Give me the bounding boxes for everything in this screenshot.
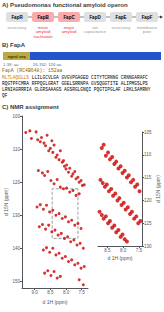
svg-text:FapF: FapF (142, 15, 153, 20)
svg-text:major: major (63, 24, 75, 30)
svg-text:amyloid: amyloid (62, 29, 77, 34)
svg-text:120: 120 (12, 180, 20, 185)
svg-text:minor: minor (37, 24, 49, 30)
svg-text:120: 120 (144, 198, 152, 203)
svg-text:nucleation: nucleation (33, 34, 53, 39)
svg-text:accessory: accessory (8, 25, 28, 30)
svg-text:pore: pore (143, 29, 152, 34)
svg-text:B) FapA: B) FapA (2, 42, 26, 48)
svg-text:1-38: aa: 1-38: aa (3, 62, 19, 67)
svg-text:7.5: 7.5 (136, 248, 143, 253)
svg-text:130: 130 (12, 213, 20, 218)
svg-text:QF: QF (2, 93, 8, 98)
svg-text:26-152: 126 aa: 26-152: 126 aa (33, 62, 62, 67)
svg-text:d 15N (ppm): d 15N (ppm) (155, 175, 161, 203)
svg-text:C) NMR assignment: C) NMR assignment (2, 104, 59, 110)
svg-text:150: 150 (12, 279, 20, 284)
svg-text:d 1H (ppm): d 1H (ppm) (42, 299, 67, 305)
svg-text:membrane: membrane (137, 24, 157, 30)
svg-text:110: 110 (13, 147, 21, 152)
svg-text:FapA (RC4B648): 152aa: FapA (RC4B648): 152aa (2, 68, 63, 73)
svg-text:accessory: accessory (112, 25, 132, 30)
svg-text:FapC: FapC (63, 15, 75, 20)
svg-text:7.5: 7.5 (79, 290, 86, 295)
svg-text:8.5: 8.5 (104, 248, 111, 253)
svg-text:FapB: FapB (37, 15, 49, 20)
svg-text:ion: ion (92, 24, 98, 30)
svg-text:125: 125 (144, 221, 152, 226)
svg-text:110: 110 (144, 152, 152, 157)
svg-text:RQGTPFCMRA RFPQGLGRAT GGELSRRN: RQGTPFCMRA RFPQGLGRAT GGELSRRNPA GVSQGGT… (2, 81, 148, 86)
svg-text:8.0: 8.0 (63, 290, 70, 295)
svg-text:capacitance: capacitance (84, 29, 107, 34)
svg-text:105: 105 (144, 130, 152, 135)
svg-text:130: 130 (144, 244, 152, 249)
svg-text:LLILGCVLGA GVGVPGAGED CITYTCRN: LLILGCVLGA GVGVPGAGED CITYTCRNNG CRNNGAR… (29, 75, 148, 80)
svg-text:FapR: FapR (11, 15, 23, 20)
svg-text:LRNIAGRRRIA GLGRSAAAGS AGSRGLG: LRNIAGRRRIA GLGRSAAAGS AGSRGLGNQI PQGTIP… (2, 87, 151, 92)
svg-text:MLTLAQGLLS: MLTLAQGLLS (2, 75, 29, 80)
svg-text:FapD: FapD (89, 15, 101, 20)
svg-text:d 1H (ppm): d 1H (ppm) (107, 255, 132, 261)
svg-text:d 15N (ppm): d 15N (ppm) (3, 188, 9, 216)
svg-text:8.5: 8.5 (47, 290, 54, 295)
svg-text:8.0: 8.0 (120, 248, 127, 253)
svg-text:100: 100 (12, 114, 20, 119)
svg-text:A) Pseudomonas functional amyl: A) Pseudomonas functional amyloid operon (2, 2, 128, 8)
svg-text:140: 140 (12, 246, 20, 251)
svg-text:115: 115 (144, 175, 152, 180)
svg-text:9.0: 9.0 (31, 290, 38, 295)
svg-text:signal seq: signal seq (7, 54, 25, 59)
svg-text:FapE: FapE (115, 15, 126, 20)
svg-text:amyloid: amyloid (35, 29, 51, 35)
